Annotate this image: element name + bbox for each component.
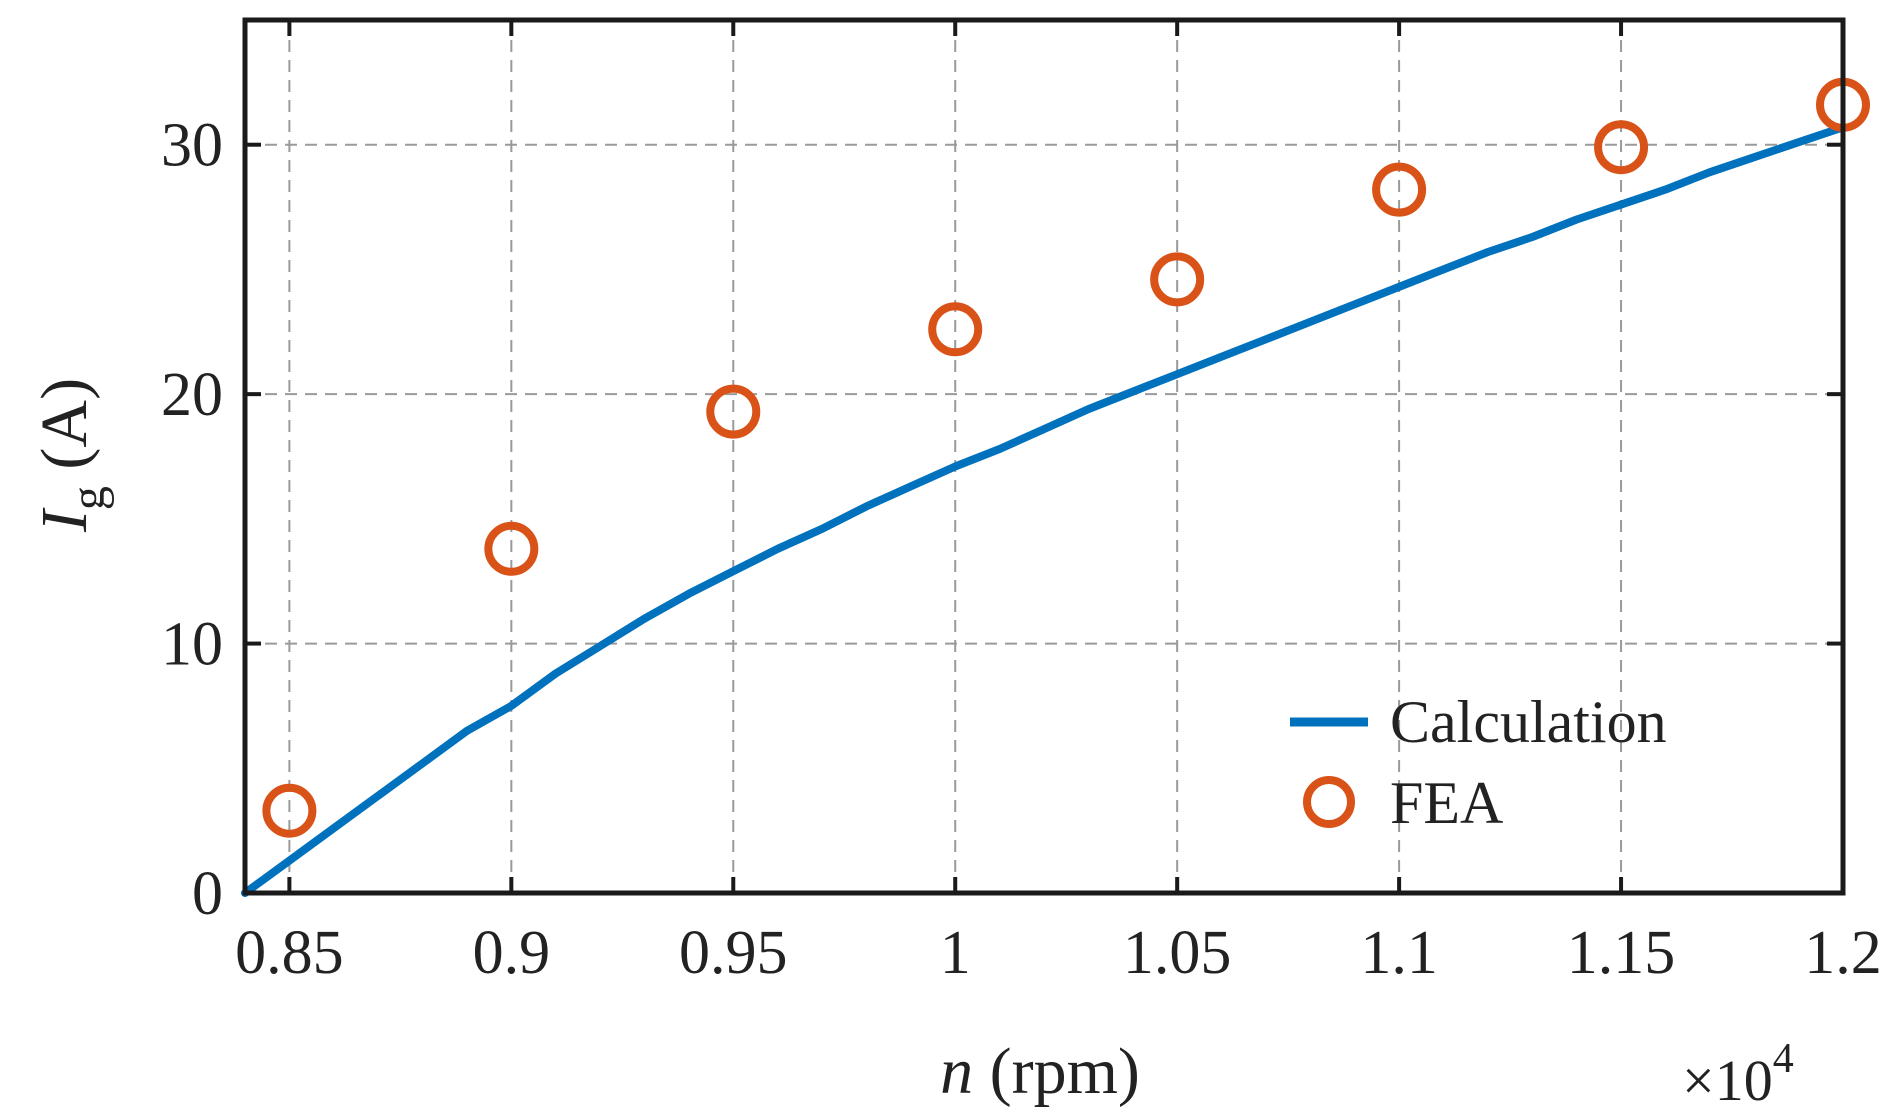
fea-data-point xyxy=(1150,252,1205,307)
legend: Calculation FEA xyxy=(1290,689,1667,836)
x-axis-label: n (rpm) xyxy=(940,1035,1140,1108)
x-axis-unit: (rpm) xyxy=(973,1035,1140,1108)
legend-calculation-label: Calculation xyxy=(1390,689,1667,755)
x-tick-label: 0.9 xyxy=(473,919,551,987)
y-tick-label: 10 xyxy=(161,611,223,679)
fea-data-point xyxy=(706,384,761,439)
y-axis-label: Ig (A) xyxy=(28,378,115,533)
x-axis-multiplier-exponent: 4 xyxy=(1773,1036,1794,1082)
x-tick-label: 1.15 xyxy=(1567,919,1676,987)
fea-data-point xyxy=(1594,120,1649,175)
grid-layer xyxy=(245,20,1844,894)
tick-layer: 0.85 0.9 0.95 1 1.05 1.1 1.15 1.2 0 10 20 30 xyxy=(161,20,1882,987)
y-axis-unit: (A) xyxy=(28,378,101,486)
y-tick-label: 30 xyxy=(161,112,223,180)
y-tick-label: 0 xyxy=(192,860,223,928)
x-axis-multiplier-base: ×10 xyxy=(1682,1048,1773,1113)
x-tick-label: 0.85 xyxy=(235,919,344,987)
y-axis-variable: I xyxy=(28,507,101,533)
legend-fea-label: FEA xyxy=(1390,770,1503,836)
x-axis-multiplier: ×104 xyxy=(1682,1036,1794,1113)
series-layer xyxy=(241,77,1870,897)
fea-data-point xyxy=(928,302,983,357)
x-tick-label: 1.1 xyxy=(1360,919,1438,987)
x-tick-label: 1.05 xyxy=(1123,919,1232,987)
y-axis-subscript: g xyxy=(62,486,115,510)
fea-data-point xyxy=(484,521,539,576)
plot-frame xyxy=(242,17,1846,896)
x-tick-label: 1 xyxy=(940,919,971,987)
y-tick-label: 20 xyxy=(161,361,223,429)
calculation-series-line xyxy=(241,123,1847,897)
x-tick-label: 1.2 xyxy=(1804,919,1882,987)
fea-data-point xyxy=(262,783,317,838)
fea-data-point xyxy=(1372,162,1427,217)
x-tick-label: 0.95 xyxy=(679,919,788,987)
legend-fea-swatch xyxy=(1303,776,1355,828)
x-axis-variable: n xyxy=(940,1035,973,1108)
